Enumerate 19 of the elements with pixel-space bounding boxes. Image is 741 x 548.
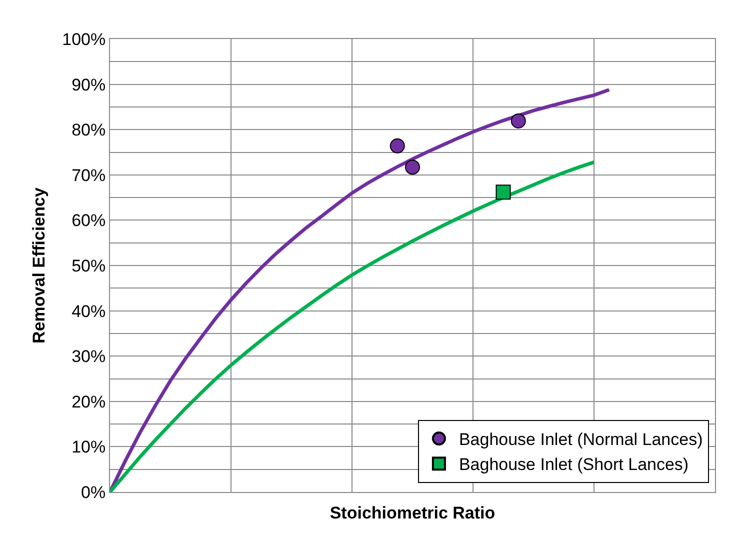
y-tick-label: 20% (72, 392, 106, 412)
legend-label: Baghouse Inlet (Short Lances) (458, 455, 689, 474)
y-tick-label: 60% (72, 211, 106, 230)
y-tick-label: 100% (62, 30, 106, 49)
y-tick-label: 40% (72, 302, 106, 321)
x-axis-title: Stoichiometric Ratio (330, 503, 496, 522)
point (390, 138, 405, 154)
y-tick-label: 50% (72, 256, 106, 276)
y-tick-label: 0% (81, 482, 106, 502)
point (405, 160, 420, 175)
point (510, 113, 526, 128)
legend-label: Baghouse Inlet (Normal Lances) (458, 430, 703, 450)
point (496, 184, 511, 200)
y-tick-label: 30% (72, 347, 106, 366)
y-tick-label: 90% (72, 75, 106, 94)
y-tick-label: 80% (72, 120, 106, 140)
y-tick-label: 10% (72, 438, 106, 457)
y-tick-label: 70% (72, 166, 106, 185)
y-axis-title: Removal Efficiency (30, 187, 49, 344)
